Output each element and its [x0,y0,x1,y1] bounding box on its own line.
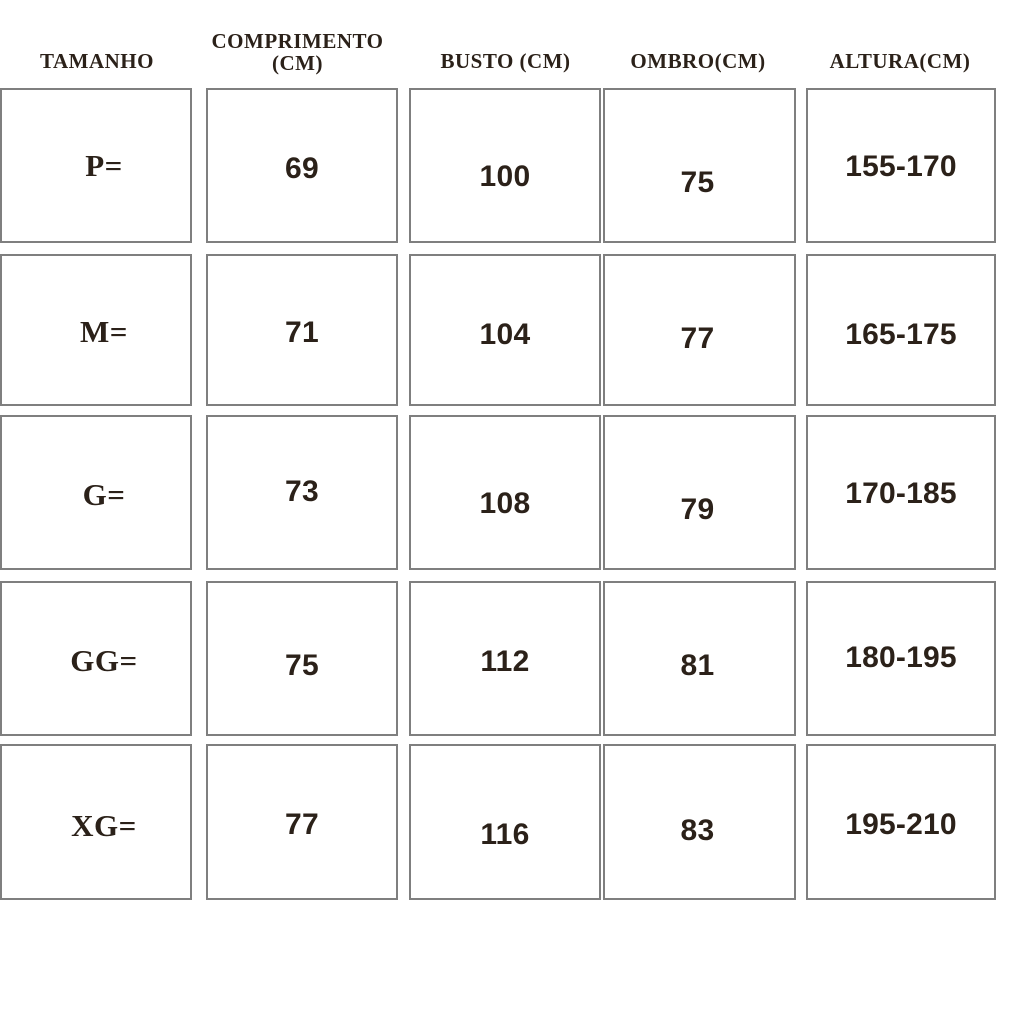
column-header-comprimento: COMPRIMENTO (CM) [190,30,405,74]
cell-value-altura-row-1: 155-170 [845,150,957,183]
table-cell-altura-row-3: 170-185 [806,415,996,570]
table-cell-ombro-row-5: 83 [603,744,796,900]
column-header-comprimento-line2: (CM) [272,51,323,76]
table-cell-ombro-row-3: 79 [603,415,796,570]
table-cell-altura-row-4: 180-195 [806,581,996,736]
cell-value-ombro-row-1: 75 [680,166,715,199]
cell-value-comprimento-row-5: 77 [285,808,319,841]
table-header-row: TAMANHO COMPRIMENTO (CM) BUSTO (CM) OMBR… [0,0,1024,88]
column-header-ombro-line1: OMBRO(CM) [630,49,766,73]
cell-value-altura-row-2: 165-175 [845,318,957,351]
cell-value-comprimento-row-2: 71 [285,316,319,349]
table-cell-comprimento-row-1: 69 [206,88,398,243]
cell-value-altura-row-3: 170-185 [845,477,957,510]
cell-value-busto-row-4: 112 [480,645,530,678]
table-cell-busto-row-1: 100 [409,88,601,243]
cell-value-busto-row-5: 116 [480,818,530,851]
table-cell-altura-row-1: 155-170 [806,88,996,243]
column-header-tamanho: TAMANHO [2,50,192,72]
cell-value-busto-row-3: 108 [479,487,531,520]
cell-value-ombro-row-4: 81 [680,649,715,682]
column-header-tamanho-line1: TAMANHO [40,49,154,73]
cell-value-busto-row-2: 104 [479,318,531,351]
cell-value-ombro-row-5: 83 [680,814,715,847]
table-cell-comprimento-row-2: 71 [206,254,398,406]
table-cell-busto-row-5: 116 [409,744,601,900]
cell-value-busto-row-1: 100 [479,160,531,193]
table-cell-busto-row-2: 104 [409,254,601,406]
table-cell-tamanho-row-1: P= [0,88,192,243]
cell-value-tamanho-row-1: P= [85,148,123,183]
table-cell-comprimento-row-4: 75 [206,581,398,736]
cell-value-comprimento-row-1: 69 [285,152,319,185]
table-cell-altura-row-5: 195-210 [806,744,996,900]
table-cell-ombro-row-1: 75 [603,88,796,243]
table-cell-ombro-row-2: 77 [603,254,796,406]
cell-value-tamanho-row-4: GG= [70,643,138,678]
cell-value-altura-row-5: 195-210 [845,808,957,841]
table-cell-altura-row-2: 165-175 [806,254,996,406]
table-cell-tamanho-row-2: M= [0,254,192,406]
column-header-altura-line1: ALTURA(CM) [829,49,971,73]
cell-value-tamanho-row-2: M= [80,314,128,349]
table-cell-comprimento-row-5: 77 [206,744,398,900]
column-header-comprimento-line1: COMPRIMENTO [211,29,384,53]
table-cell-ombro-row-4: 81 [603,581,796,736]
cell-value-altura-row-4: 180-195 [845,641,957,674]
column-header-altura: ALTURA(CM) [800,50,1000,72]
cell-value-ombro-row-3: 79 [680,493,715,526]
table-cell-tamanho-row-3: G= [0,415,192,570]
table-cell-tamanho-row-4: GG= [0,581,192,736]
cell-value-tamanho-row-5: XG= [71,808,137,843]
table-cell-busto-row-4: 112 [409,581,601,736]
cell-value-comprimento-row-4: 75 [285,649,319,682]
cell-value-tamanho-row-3: G= [82,477,126,512]
table-cell-comprimento-row-3: 73 [206,415,398,570]
cell-value-ombro-row-2: 77 [680,322,715,355]
column-header-busto: BUSTO (CM) [408,50,603,72]
table-cell-busto-row-3: 108 [409,415,601,570]
table-cell-tamanho-row-5: XG= [0,744,192,900]
column-header-ombro: OMBRO(CM) [600,50,796,72]
cell-value-comprimento-row-3: 73 [285,475,319,508]
column-header-busto-line1: BUSTO (CM) [440,49,571,73]
